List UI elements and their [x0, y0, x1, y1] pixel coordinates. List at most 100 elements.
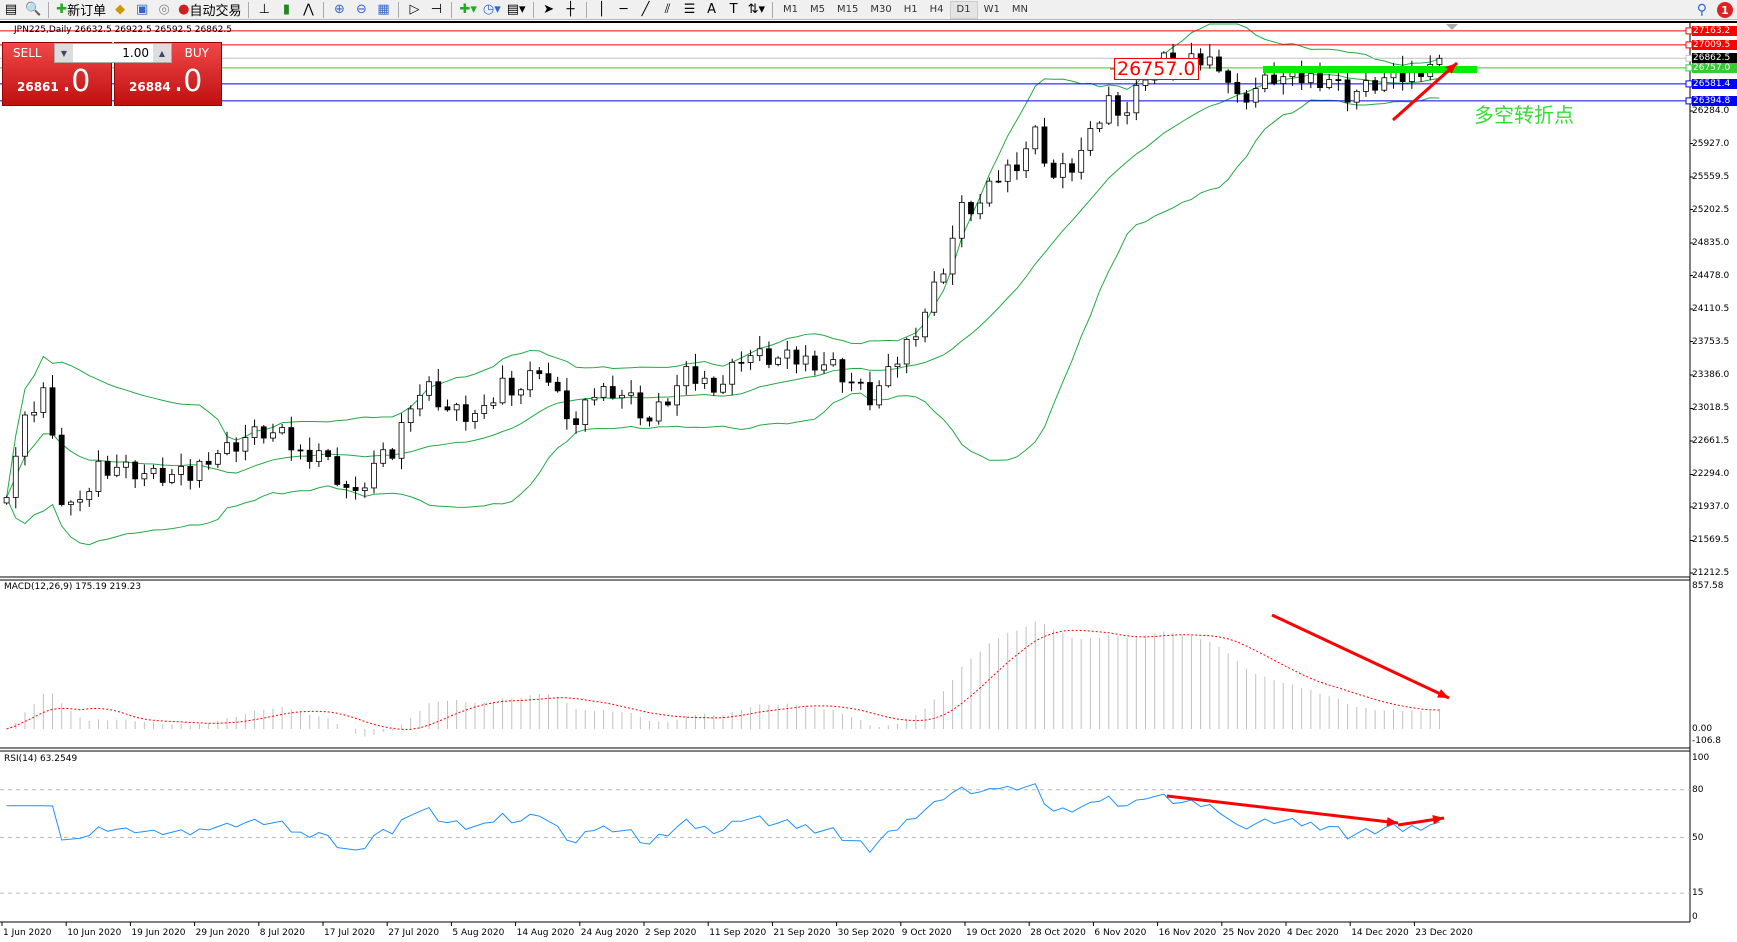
candle-body — [830, 359, 837, 366]
candle-body — [499, 377, 506, 404]
sell-price-frac: .0 — [61, 64, 91, 99]
divider — [772, 1, 773, 18]
line-chart-icon[interactable]: ⋀ — [303, 2, 314, 17]
candle-body — [279, 427, 286, 434]
rsi-label: RSI(14) 63.2549 — [4, 754, 78, 764]
timeframe-m5[interactable]: M5 — [810, 4, 825, 15]
text-label-icon[interactable]: T — [729, 2, 738, 17]
candle-body — [462, 404, 469, 422]
cursor-icon[interactable]: ➤ — [543, 2, 555, 17]
macd-label: MACD(12,26,9) 175.19 219.23 — [4, 582, 142, 592]
auto-scroll-icon[interactable]: ▷ — [409, 2, 420, 17]
fibonacci-icon[interactable]: ☰ — [683, 2, 696, 17]
date-label: 27 Jul 2020 — [388, 928, 440, 938]
support-band — [1263, 66, 1477, 73]
candle-body — [389, 449, 396, 459]
timeframe-h1[interactable]: H1 — [903, 4, 918, 15]
candle-body — [1032, 126, 1039, 150]
arrows-icon[interactable]: ⇅▾ — [747, 2, 765, 17]
date-label: 17 Jul 2020 — [324, 928, 375, 938]
candle-body — [58, 434, 65, 505]
timeframe-d1[interactable]: D1 — [949, 0, 978, 19]
candle-body — [563, 390, 570, 420]
tile-windows-icon[interactable]: ▦ — [377, 2, 390, 17]
date-label: 10 Jun 2020 — [67, 928, 122, 938]
timeframe-m30[interactable]: M30 — [870, 4, 892, 15]
price-axis-label: 22661.5 — [1692, 436, 1730, 446]
candle-body — [270, 432, 276, 439]
notification-badge[interactable]: 1 — [1717, 2, 1733, 18]
equidistant-channel-icon[interactable]: ⫽ — [664, 2, 671, 17]
new-order-button[interactable]: ✚ 新订单 — [53, 1, 109, 19]
candle-body — [187, 465, 194, 481]
volume-value[interactable]: 1.00 — [122, 46, 149, 60]
bar-chart-icon[interactable]: ⊥ — [258, 2, 271, 17]
crosshair-icon[interactable]: ┼ — [566, 2, 575, 17]
price-axis-label: 25202.5 — [1692, 204, 1730, 215]
candle-body — [1050, 162, 1057, 178]
candle-body — [1206, 56, 1213, 66]
vertical-line-icon[interactable]: │ — [597, 2, 606, 17]
timeframe-w1[interactable]: W1 — [983, 4, 1000, 15]
buy-price: 26884.0 — [129, 64, 202, 99]
trendline-icon[interactable]: ╱ — [641, 2, 650, 17]
candle-body — [123, 461, 129, 468]
market-watch-icon[interactable]: 🔍 — [25, 2, 42, 17]
candle-body — [701, 377, 708, 384]
search-icon[interactable]: ⚲ — [1696, 2, 1707, 18]
candle-body — [22, 414, 28, 457]
chart-background — [0, 21, 1737, 942]
sell-button[interactable]: SELL 26861.0 — [2, 42, 112, 106]
toolbar: ▤ 🔍 ✚ 新订单 ◆ ▣ ◎ ● 自动交易 ⊥ ▮ ⋀ ⊕ ⊖ ▦ ▷ ⊣ ✚▾ … — [0, 0, 1737, 20]
zoom-in-icon[interactable]: ⊕ — [334, 2, 345, 17]
candle-body — [600, 386, 607, 398]
periods-icon[interactable]: ◷▾ — [482, 2, 501, 17]
candle-body — [417, 394, 423, 410]
candle-body — [720, 383, 726, 393]
timeframe-m1[interactable]: M1 — [783, 4, 798, 15]
divider — [398, 1, 400, 18]
date-label: 30 Sep 2020 — [837, 928, 895, 938]
candle-body — [573, 418, 579, 425]
price-axis-label: 23753.5 — [1692, 336, 1730, 347]
timeframe-m15[interactable]: M15 — [837, 4, 859, 15]
price-annotation-label[interactable]: 26757.0 — [1114, 58, 1199, 80]
candle-body — [628, 392, 635, 396]
volume-input[interactable]: ▼ 1.00 ▲ — [54, 43, 172, 63]
volume-decrease-button[interactable]: ▼ — [55, 44, 73, 62]
candle-body — [315, 450, 322, 462]
rsi-rebound-arrow-head — [1432, 815, 1444, 825]
candle-body — [260, 426, 267, 439]
signal-icon[interactable]: ◎ — [158, 2, 170, 17]
candle-body — [756, 348, 763, 357]
toolbar-right: ⚲ 1 — [1697, 0, 1733, 20]
candle-body — [931, 281, 938, 313]
mailbox-icon[interactable]: ▣ — [135, 2, 149, 17]
candle-body — [784, 349, 791, 359]
candle-body — [481, 405, 488, 414]
indicators-icon[interactable]: ✚▾ — [459, 2, 477, 17]
zoom-out-icon[interactable]: ⊖ — [356, 2, 367, 17]
turning-point-annotation[interactable]: 多空转折点 — [1474, 103, 1574, 127]
date-label: 19 Oct 2020 — [966, 928, 1022, 938]
rsi-axis-label: 50 — [1692, 832, 1704, 843]
candle-body — [885, 366, 892, 387]
gold-icon[interactable]: ◆ — [115, 2, 126, 17]
chart-shift-icon[interactable]: ⊣ — [430, 2, 443, 17]
timeframe-h4[interactable]: H4 — [929, 4, 944, 15]
text-icon[interactable]: A — [707, 2, 717, 17]
candle-body — [518, 389, 524, 396]
templates-icon[interactable]: ▤▾ — [506, 2, 526, 17]
auto-trading-button[interactable]: ● 自动交易 — [175, 1, 244, 19]
candlestick-icon[interactable]: ▮ — [282, 2, 291, 17]
macd-axis-label: 0.00 — [1692, 724, 1713, 734]
horizontal-line-icon[interactable]: ─ — [619, 2, 628, 17]
divider — [323, 1, 325, 18]
candle-body — [1216, 56, 1222, 72]
price-trend-arrow — [1392, 61, 1458, 122]
new-chart-icon[interactable]: ▤ — [4, 2, 18, 17]
timeframe-mn[interactable]: MN — [1011, 4, 1028, 15]
volume-increase-button[interactable]: ▲ — [153, 44, 171, 62]
divider — [248, 1, 250, 18]
